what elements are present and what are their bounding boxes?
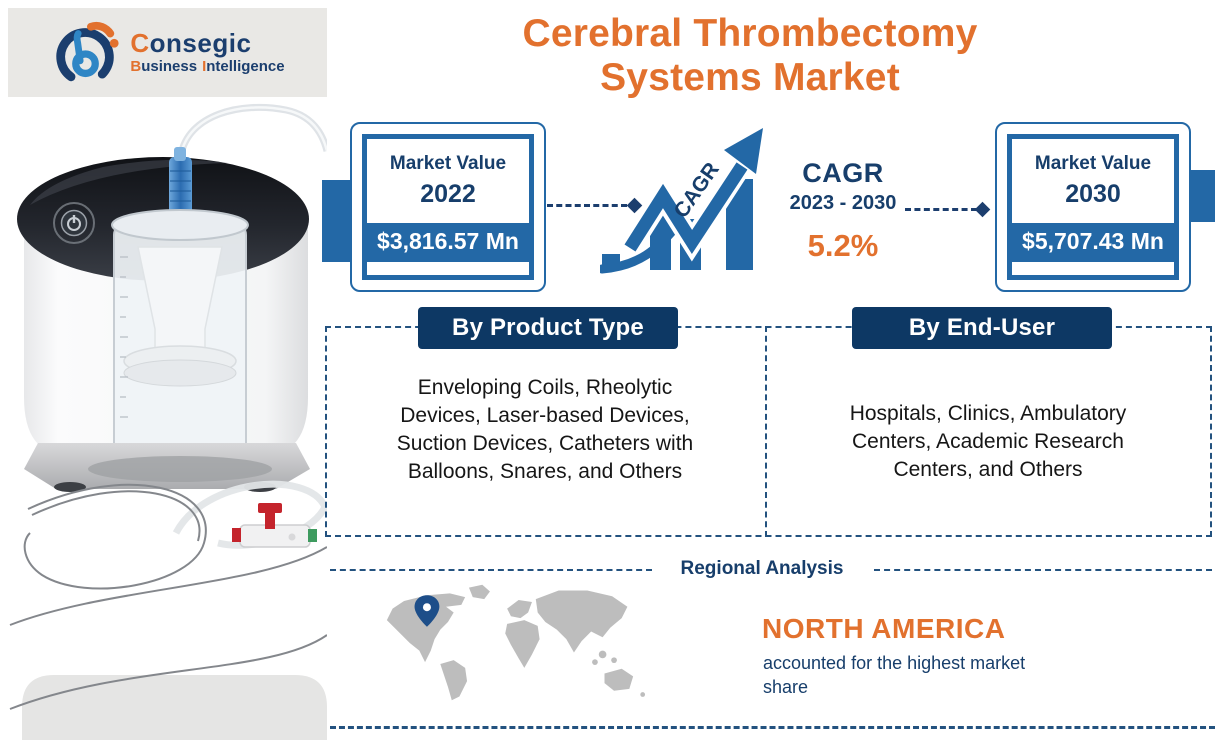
market-value-2022-strip <box>367 262 529 275</box>
market-value-2022-card: Market Value 2022 $3,816.57 Mn <box>350 122 546 292</box>
market-value-2022-label: Market Value 2022 <box>367 139 529 223</box>
regional-description: accounted for the highest market share <box>763 653 1026 698</box>
dotted-connector-right <box>905 208 977 211</box>
product-type-banner: By Product Type <box>418 307 678 349</box>
regional-dash-right <box>874 569 1212 571</box>
catheter-wires <box>9 483 328 710</box>
market-value-2030-amount: $5,707.43 Mn <box>1012 223 1174 262</box>
regional-dash-left <box>330 569 652 571</box>
market-value-2022-caption: Market Value <box>389 153 507 175</box>
page-title-line1: Cerebral Thrombectomy <box>522 12 978 55</box>
cagr-block: CAGR 2023 - 2030 5.2% <box>776 158 910 264</box>
end-user-banner: By End-User <box>852 307 1112 349</box>
consegic-logo-icon <box>56 21 119 86</box>
device-photo <box>8 97 331 740</box>
location-pin-icon <box>414 595 440 627</box>
market-value-2030-label: Market Value 2030 <box>1012 139 1174 223</box>
suction-tube <box>177 103 331 156</box>
cagr-value: 5.2% <box>807 228 879 263</box>
market-value-2030-card: Market Value 2030 $5,707.43 Mn <box>995 122 1191 292</box>
market-value-2022-year: 2022 <box>420 179 476 208</box>
market-value-2022-amount: $3,816.57 Mn <box>367 223 529 262</box>
collection-canister <box>111 209 249 458</box>
page-title-line2: Systems Market <box>600 55 900 99</box>
power-button-icon <box>53 202 95 244</box>
end-user-items: Hospitals, Clinics, Ambulatory Centers, … <box>849 402 1127 482</box>
thrombectomy-device-illustration <box>9 103 331 740</box>
diamond-endpoint-right <box>974 201 991 218</box>
brand-tagline: Business Intelligence <box>130 58 285 76</box>
world-map <box>386 584 646 701</box>
growth-chart-icon: CAGR <box>600 128 763 274</box>
market-value-2030-inner: Market Value 2030 $5,707.43 Mn <box>1007 134 1179 280</box>
regional-region-name: NORTH AMERICA <box>762 613 1006 644</box>
photo-floor <box>22 675 327 740</box>
regional-heading: Regional Analysis <box>680 558 844 579</box>
map-continents <box>386 584 646 701</box>
dotted-connector-left <box>547 204 627 207</box>
market-value-2022-inner: Market Value 2022 $3,816.57 Mn <box>362 134 534 280</box>
stopcock-valve <box>232 503 317 548</box>
market-value-2030-caption: Market Value <box>1034 153 1152 175</box>
page-title: Cerebral Thrombectomy Systems Market <box>400 12 1100 99</box>
segments-panel <box>325 326 1212 537</box>
product-type-items: Enveloping Coils, Rheolytic Devices, Las… <box>396 376 694 484</box>
market-value-2030-strip <box>1012 262 1174 275</box>
brand-name: Consegic <box>130 27 252 58</box>
segments-divider <box>765 326 767 537</box>
bottom-dashed-divider <box>330 726 1215 729</box>
market-value-2030-year: 2030 <box>1065 179 1121 208</box>
cagr-heading: CAGR <box>802 158 884 188</box>
connector-tab-left <box>322 180 352 262</box>
cagr-period: 2023 - 2030 <box>789 192 897 214</box>
logo-text: Consegic Business Intelligence <box>130 27 285 76</box>
logo-card: Consegic Business Intelligence <box>8 8 327 97</box>
